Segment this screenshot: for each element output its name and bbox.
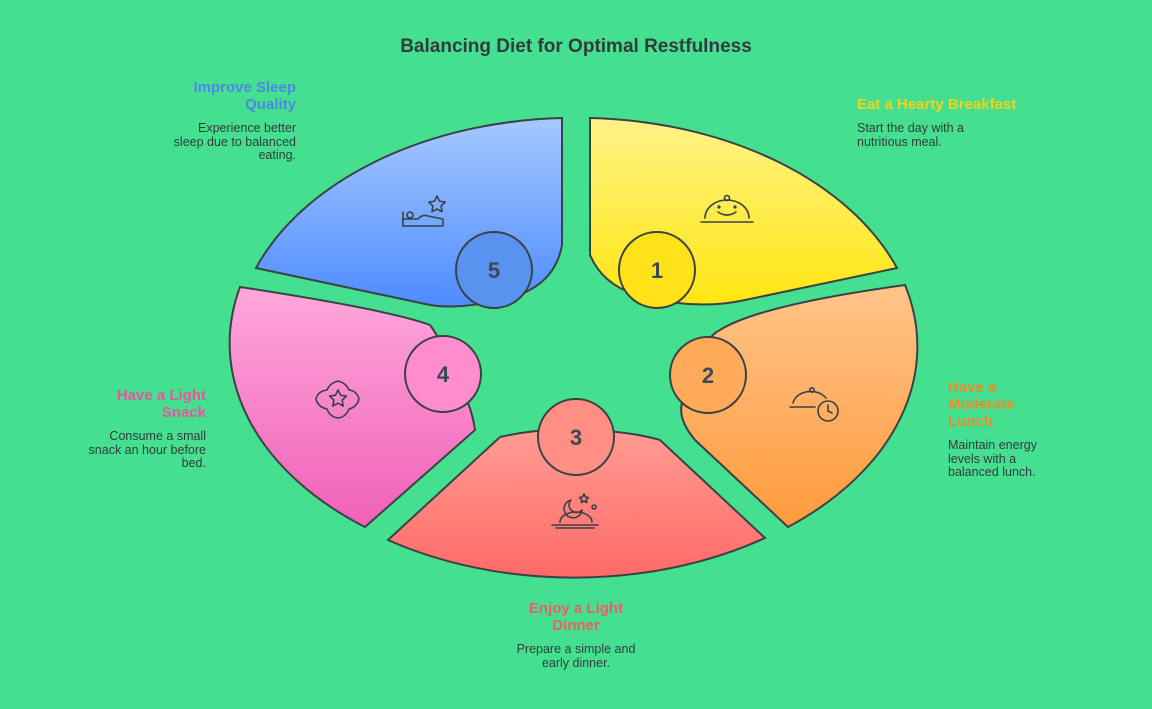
svg-text:4: 4 — [437, 362, 450, 387]
cloche-clock-icon — [789, 386, 839, 422]
step-5-title: Improve Sleep Quality — [193, 79, 296, 113]
step-4-description: Consume a small snack an hour before bed… — [88, 429, 206, 470]
page-title: Balancing Diet for Optimal Restfulness — [400, 36, 752, 57]
step-2-title: Have a Moderate Lunch — [948, 379, 1015, 430]
svg-text:3: 3 — [570, 425, 582, 450]
step-badge-3: 3 — [537, 398, 615, 476]
step-3-label: Enjoy a Light Dinner Prepare a simple an… — [486, 600, 666, 670]
step-4-label: Have a Light Snack Consume a small snack… — [40, 387, 206, 471]
step-badge-5: 5 — [455, 231, 533, 309]
step-2-description: Maintain energy levels with a balanced l… — [948, 438, 1037, 479]
step-badge-2: 2 — [669, 336, 747, 414]
step-badge-1: 1 — [618, 231, 696, 309]
step-5-label: Improve Sleep Quality Experience better … — [130, 79, 296, 163]
step-badge-4: 4 — [404, 335, 482, 413]
step-3-description: Prepare a simple and early dinner. — [516, 642, 636, 670]
svg-text:2: 2 — [702, 363, 714, 388]
step-5-description: Experience better sleep due to balanced … — [173, 121, 296, 162]
step-1-label: Eat a Hearty Breakfast Start the day wit… — [857, 96, 1047, 149]
segment-2 — [680, 283, 919, 529]
bed-star-icon — [402, 195, 446, 227]
step-1-description: Start the day with a nutritious meal. — [857, 121, 965, 149]
dinner-moon-icon — [551, 493, 599, 529]
cloche-smile-icon — [700, 194, 754, 223]
svg-text:5: 5 — [488, 258, 500, 283]
badge-star-icon — [315, 380, 360, 419]
step-2-label: Have a Moderate Lunch Maintain energy le… — [948, 379, 1068, 480]
step-3-title: Enjoy a Light Dinner — [528, 600, 624, 634]
step-1-title: Eat a Hearty Breakfast — [857, 96, 1017, 113]
step-4-title: Have a Light Snack — [116, 387, 206, 421]
svg-text:1: 1 — [651, 258, 663, 283]
